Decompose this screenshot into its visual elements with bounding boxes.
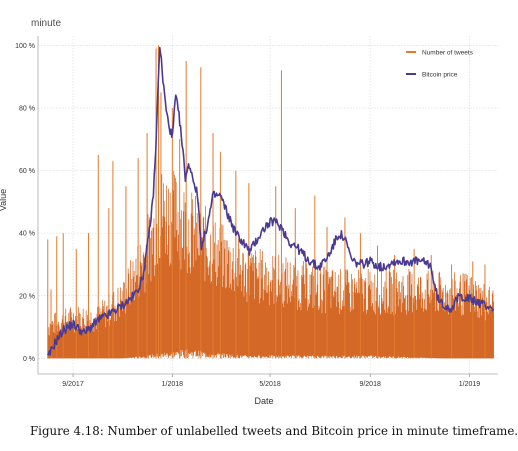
x-tick-label: 1/2019 bbox=[459, 381, 481, 388]
x-axis-label: Date bbox=[254, 396, 273, 406]
x-tick-label: 1/2018 bbox=[162, 381, 184, 388]
legend-label: Bitcoin price bbox=[422, 72, 458, 79]
price-series bbox=[47, 46, 495, 356]
axes: 0 % 20 % 40 % 60 % 80 % 100 % 9/2017 1/2018 5/20… bbox=[15, 36, 498, 388]
bitcoin-price-line bbox=[47, 46, 495, 356]
x-tick-label: 5/2018 bbox=[259, 381, 281, 388]
y-tick-label: 40 % bbox=[19, 231, 35, 238]
x-tick-label: 9/2018 bbox=[359, 381, 381, 388]
figure-caption: Figure 4.18: Number of unlabelled tweets… bbox=[30, 424, 518, 438]
y-axis-label: Value bbox=[0, 189, 8, 211]
y-tick-label: 20 % bbox=[19, 293, 35, 300]
legend: Number of tweets Bitcoin price bbox=[406, 50, 474, 79]
y-tick-label: 0 % bbox=[23, 356, 35, 363]
x-tick-label: 9/2017 bbox=[62, 381, 84, 388]
legend-label: Number of tweets bbox=[422, 50, 474, 57]
y-tick-label: 80 % bbox=[19, 105, 35, 112]
y-tick-label: 100 % bbox=[15, 43, 35, 50]
tweets-series bbox=[47, 45, 494, 359]
chart-title: minute bbox=[31, 18, 62, 29]
y-tick-label: 60 % bbox=[19, 168, 35, 175]
